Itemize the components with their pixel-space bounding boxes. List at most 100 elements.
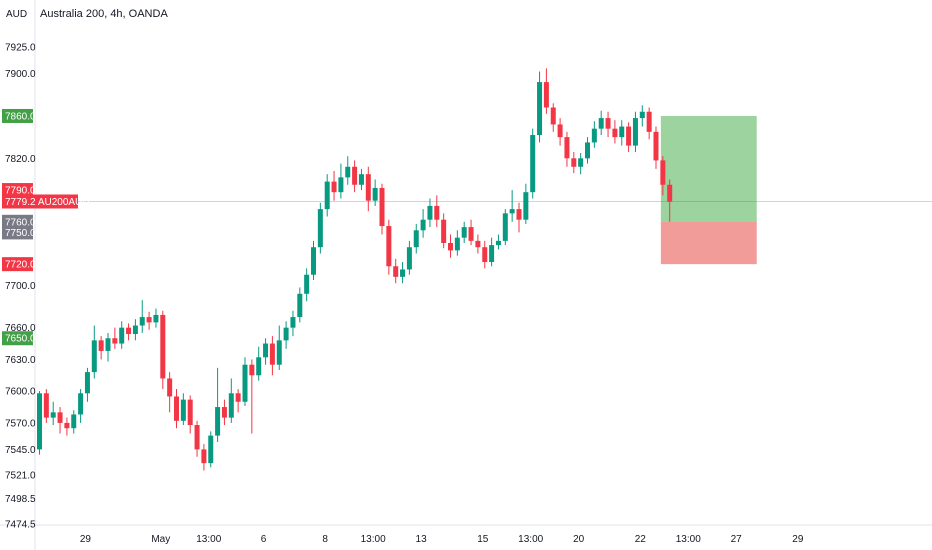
candle[interactable] — [413, 230, 419, 248]
stop-zone[interactable] — [660, 221, 757, 265]
candle[interactable] — [311, 247, 316, 275]
candle[interactable] — [653, 131, 659, 161]
candle[interactable] — [605, 118, 611, 129]
candle[interactable] — [235, 393, 241, 402]
candle[interactable] — [646, 111, 652, 132]
candle[interactable] — [84, 372, 90, 394]
candle[interactable] — [406, 247, 412, 270]
candle[interactable] — [386, 226, 392, 267]
candle[interactable] — [550, 107, 556, 125]
candle[interactable] — [297, 293, 303, 318]
candle[interactable] — [639, 111, 645, 119]
candle[interactable] — [132, 325, 138, 335]
candle[interactable] — [187, 399, 193, 426]
candle[interactable] — [228, 393, 234, 418]
candle[interactable] — [78, 393, 84, 415]
candle[interactable] — [530, 135, 536, 193]
candle[interactable] — [91, 340, 97, 373]
candle[interactable] — [345, 166, 351, 178]
candle[interactable] — [43, 393, 49, 418]
candle[interactable] — [660, 160, 666, 185]
candle[interactable] — [194, 425, 200, 450]
candle[interactable] — [317, 209, 323, 248]
candle[interactable] — [461, 227, 467, 238]
target-zone[interactable] — [660, 115, 757, 222]
candle[interactable] — [276, 340, 282, 365]
y-tick-label: 7600.0 — [5, 387, 36, 398]
candle[interactable] — [126, 327, 132, 335]
candle[interactable] — [523, 192, 529, 220]
candle[interactable] — [400, 269, 406, 277]
candle[interactable] — [269, 343, 275, 365]
candle[interactable] — [112, 338, 118, 344]
candle[interactable] — [64, 422, 70, 429]
candle[interactable] — [105, 338, 111, 351]
candle[interactable] — [543, 82, 549, 108]
candle[interactable] — [324, 181, 330, 210]
candle[interactable] — [502, 213, 508, 241]
candle[interactable] — [98, 340, 104, 351]
candle[interactable] — [434, 205, 440, 220]
candle[interactable] — [153, 314, 159, 323]
candle[interactable] — [215, 407, 221, 436]
candle[interactable] — [365, 174, 371, 201]
candle[interactable] — [352, 166, 358, 185]
candle[interactable] — [372, 187, 378, 201]
candle[interactable] — [612, 128, 618, 138]
candle[interactable] — [283, 327, 289, 341]
candle[interactable] — [221, 407, 227, 418]
candle[interactable] — [71, 414, 77, 429]
candle[interactable] — [516, 209, 522, 220]
x-tick-label: 22 — [635, 534, 647, 545]
candle[interactable] — [208, 435, 214, 464]
candle[interactable] — [482, 247, 488, 263]
candle[interactable] — [338, 177, 344, 193]
candle[interactable] — [57, 412, 63, 423]
candle[interactable] — [564, 137, 570, 159]
candle[interactable] — [454, 237, 460, 251]
candle[interactable] — [420, 219, 426, 231]
candle[interactable] — [263, 343, 269, 358]
candle[interactable] — [379, 187, 385, 227]
candle[interactable] — [598, 118, 604, 129]
x-tick-label: 15 — [477, 534, 489, 545]
x-tick-label: 13:00 — [196, 534, 221, 545]
candle[interactable] — [475, 240, 481, 248]
candle[interactable] — [427, 205, 433, 220]
candle[interactable] — [626, 126, 632, 146]
candle[interactable] — [358, 174, 364, 185]
candle[interactable] — [632, 118, 638, 146]
candle[interactable] — [249, 364, 255, 376]
candle[interactable] — [160, 314, 166, 379]
candle[interactable] — [667, 184, 673, 202]
candle[interactable] — [441, 219, 447, 243]
candle[interactable] — [201, 449, 207, 464]
candle[interactable] — [331, 181, 337, 193]
candle[interactable] — [50, 412, 56, 418]
candle[interactable] — [242, 364, 248, 402]
candle[interactable] — [393, 266, 399, 277]
candle[interactable] — [619, 126, 625, 138]
candle[interactable] — [256, 357, 262, 376]
candle[interactable] — [139, 317, 145, 326]
candle[interactable] — [174, 396, 179, 421]
candle[interactable] — [146, 317, 152, 323]
candle[interactable] — [571, 158, 577, 167]
candle[interactable] — [557, 124, 563, 138]
candle[interactable] — [180, 399, 186, 421]
candle[interactable] — [537, 82, 543, 136]
candle[interactable] — [509, 209, 515, 214]
candle[interactable] — [489, 245, 495, 263]
candle[interactable] — [591, 128, 597, 143]
candle[interactable] — [290, 317, 296, 328]
candle[interactable] — [495, 240, 501, 246]
candle[interactable] — [119, 327, 125, 344]
candle[interactable] — [448, 242, 453, 251]
candle[interactable] — [167, 378, 173, 397]
candle[interactable] — [585, 142, 590, 159]
candle[interactable] — [37, 393, 42, 450]
candle[interactable] — [468, 227, 474, 241]
candle[interactable] — [578, 158, 584, 167]
candle[interactable] — [304, 274, 310, 294]
